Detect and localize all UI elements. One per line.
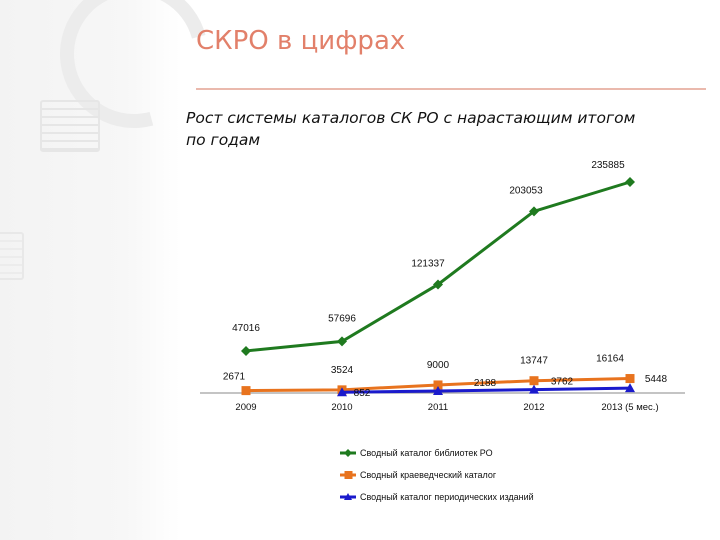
data-point-marker [337, 387, 347, 397]
series-line [341, 386, 631, 394]
x-tick-label: 2012 [523, 402, 544, 413]
data-label: 3524 [331, 365, 354, 376]
data-label: 13747 [520, 356, 548, 367]
title-divider [196, 88, 706, 90]
data-point-marker [337, 336, 347, 347]
book-icon [40, 100, 100, 152]
data-point-marker [433, 380, 443, 390]
data-point-marker [625, 383, 635, 393]
data-point-marker [433, 279, 443, 290]
data-point-marker [625, 374, 635, 384]
subtitle-line: по годам [186, 131, 261, 149]
legend-marker [344, 449, 352, 457]
book-icon [0, 232, 24, 280]
data-label: 2188 [474, 378, 497, 389]
legend-marker [344, 493, 352, 500]
data-label: 235885 [591, 160, 625, 171]
decorative-side-panel [0, 0, 236, 540]
data-label: 2671 [223, 372, 246, 383]
legend-entry: Сводный каталог библиотек РО [360, 448, 493, 458]
data-point-marker [529, 376, 539, 386]
chart-subtitle: Рост системы каталогов СК РО с нарастающ… [186, 107, 706, 151]
data-point-marker [625, 177, 635, 187]
data-point-marker [529, 206, 539, 217]
data-label: 852 [354, 388, 371, 399]
x-tick-label: 2010 [331, 402, 352, 413]
data-point-marker [241, 386, 251, 396]
data-point-marker [241, 345, 251, 356]
legend-marker [344, 471, 353, 479]
data-label: 16164 [596, 354, 624, 365]
x-tick-label: 2011 [428, 402, 448, 413]
data-point-marker [433, 386, 443, 396]
legend-entry: Сводный краеведческий каталог [360, 470, 497, 480]
data-label: 9000 [427, 360, 450, 371]
data-labels: 47016 57696 121337 203053 235885 2671 3524 9000… [223, 160, 668, 399]
chart-legend: Сводный каталог библиотек РО Сводный крае… [340, 448, 534, 502]
x-axis: 2009 2010 2011 2012 2013 (5 мес.) [200, 392, 685, 413]
data-label: 121337 [411, 258, 445, 269]
data-label: 203053 [509, 185, 543, 196]
subtitle-line: Рост системы каталогов СК РО с нарастающ… [186, 109, 636, 127]
data-label: 47016 [232, 323, 260, 334]
data-point-marker [529, 384, 539, 394]
data-label: 57696 [328, 313, 356, 324]
chart-series [241, 177, 635, 397]
page-title: СКРО в цифрах [196, 26, 406, 56]
x-tick-label: 2009 [235, 402, 256, 413]
data-label: 5448 [645, 374, 668, 385]
data-label: 3762 [551, 377, 574, 388]
x-tick-label: 2013 (5 мес.) [601, 402, 658, 413]
legend-entry: Сводный каталог периодических изданий [360, 492, 534, 502]
